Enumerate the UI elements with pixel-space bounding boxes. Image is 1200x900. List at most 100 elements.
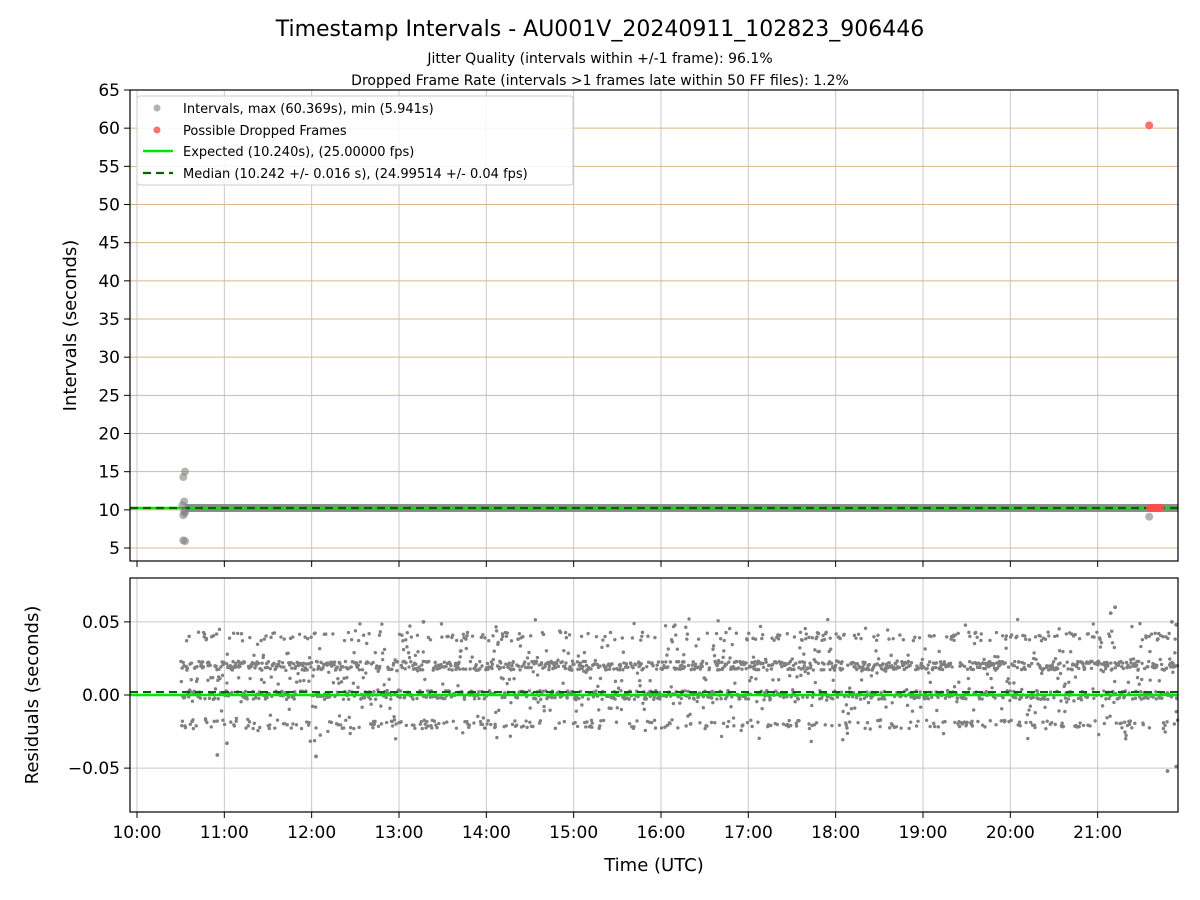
- residual-point: [911, 638, 916, 643]
- residual-point: [403, 667, 407, 671]
- residual-point: [335, 665, 339, 669]
- residual-point: [222, 660, 226, 665]
- residual-point: [356, 663, 361, 668]
- residual-point: [928, 724, 932, 729]
- residual-point: [268, 713, 273, 717]
- residual-point: [801, 695, 805, 699]
- residual-point: [744, 666, 748, 671]
- residual-point: [584, 663, 589, 668]
- residual-point: [653, 726, 658, 730]
- residual-point: [760, 706, 764, 711]
- residual-point: [343, 659, 348, 664]
- residual-point: [1061, 724, 1066, 729]
- residual-point: [1113, 666, 1118, 670]
- residual-point: [802, 664, 807, 668]
- residual-point: [1117, 696, 1122, 700]
- residual-point: [426, 724, 430, 728]
- residual-point: [456, 683, 460, 688]
- residual-point: [711, 700, 715, 705]
- residuals-xtick-label: 13:00: [374, 823, 423, 843]
- residual-point: [225, 662, 229, 666]
- residual-point: [701, 659, 705, 664]
- residual-point: [1040, 671, 1044, 676]
- residual-point: [201, 665, 206, 669]
- residual-point: [427, 659, 431, 664]
- residual-point: [740, 667, 744, 671]
- residual-point: [753, 659, 757, 664]
- residual-point: [277, 659, 281, 664]
- residual-point: [498, 666, 502, 670]
- residual-point: [684, 625, 688, 629]
- residual-point: [1038, 634, 1042, 638]
- residual-point: [644, 696, 649, 701]
- residual-outlier-point: [1108, 611, 1113, 615]
- interval-point: [181, 537, 190, 546]
- residual-point: [643, 728, 648, 733]
- residual-point: [968, 634, 972, 639]
- residual-point: [289, 726, 293, 730]
- residual-point: [238, 664, 242, 669]
- residual-point: [399, 720, 403, 724]
- residual-point: [656, 660, 661, 664]
- residual-point: [372, 722, 377, 726]
- residual-point: [526, 662, 531, 666]
- residual-point: [373, 650, 378, 655]
- residual-point: [794, 661, 798, 666]
- residual-point: [1005, 679, 1009, 684]
- residual-point: [1103, 667, 1108, 671]
- residual-point: [909, 660, 914, 665]
- legend-entry-label: Median (10.242 +/- 0.016 s), (24.99514 +…: [183, 167, 528, 182]
- residual-point: [739, 728, 743, 733]
- residual-point: [879, 691, 883, 695]
- residual-point: [863, 726, 867, 731]
- residual-point: [194, 724, 198, 728]
- residual-point: [1063, 709, 1067, 714]
- residual-point: [840, 660, 844, 664]
- residual-point: [216, 696, 220, 701]
- residual-outlier-point: [421, 619, 426, 624]
- residual-point: [282, 637, 286, 641]
- residual-point: [770, 636, 774, 640]
- residual-point: [728, 656, 732, 660]
- intervals-ytick-label: 65: [98, 81, 120, 101]
- residual-point: [917, 695, 921, 700]
- residual-point: [688, 712, 692, 717]
- residual-point: [983, 666, 988, 671]
- residual-point: [515, 696, 520, 700]
- residual-point: [180, 666, 184, 670]
- residual-point: [719, 734, 724, 739]
- residual-point: [215, 719, 219, 723]
- residual-point: [887, 637, 891, 641]
- residual-point: [1060, 721, 1064, 725]
- residual-point: [844, 723, 848, 727]
- residual-point: [541, 632, 546, 637]
- residual-point: [309, 665, 313, 669]
- legend-box: [136, 95, 574, 186]
- residual-point: [1001, 696, 1005, 700]
- residual-point: [234, 716, 239, 721]
- residual-point: [787, 718, 791, 723]
- interval-point: [1145, 512, 1154, 521]
- residual-point: [260, 661, 264, 665]
- interval-point: [181, 467, 190, 476]
- residual-point: [613, 637, 617, 642]
- residual-point: [752, 663, 757, 668]
- residual-point: [978, 665, 982, 670]
- residual-point: [1159, 662, 1164, 667]
- residual-point: [195, 665, 199, 669]
- residual-point: [979, 638, 983, 643]
- residual-point: [1124, 660, 1129, 665]
- residual-point: [1028, 704, 1033, 708]
- residual-point: [327, 670, 331, 674]
- residual-point: [324, 632, 328, 636]
- residual-point: [884, 705, 888, 709]
- residual-point: [828, 667, 832, 672]
- residual-point: [1104, 697, 1108, 701]
- residual-point: [387, 677, 391, 682]
- residual-point: [980, 723, 985, 727]
- residual-point: [342, 638, 347, 643]
- residual-point: [313, 705, 318, 709]
- residual-point: [520, 664, 524, 669]
- residual-point: [632, 725, 636, 729]
